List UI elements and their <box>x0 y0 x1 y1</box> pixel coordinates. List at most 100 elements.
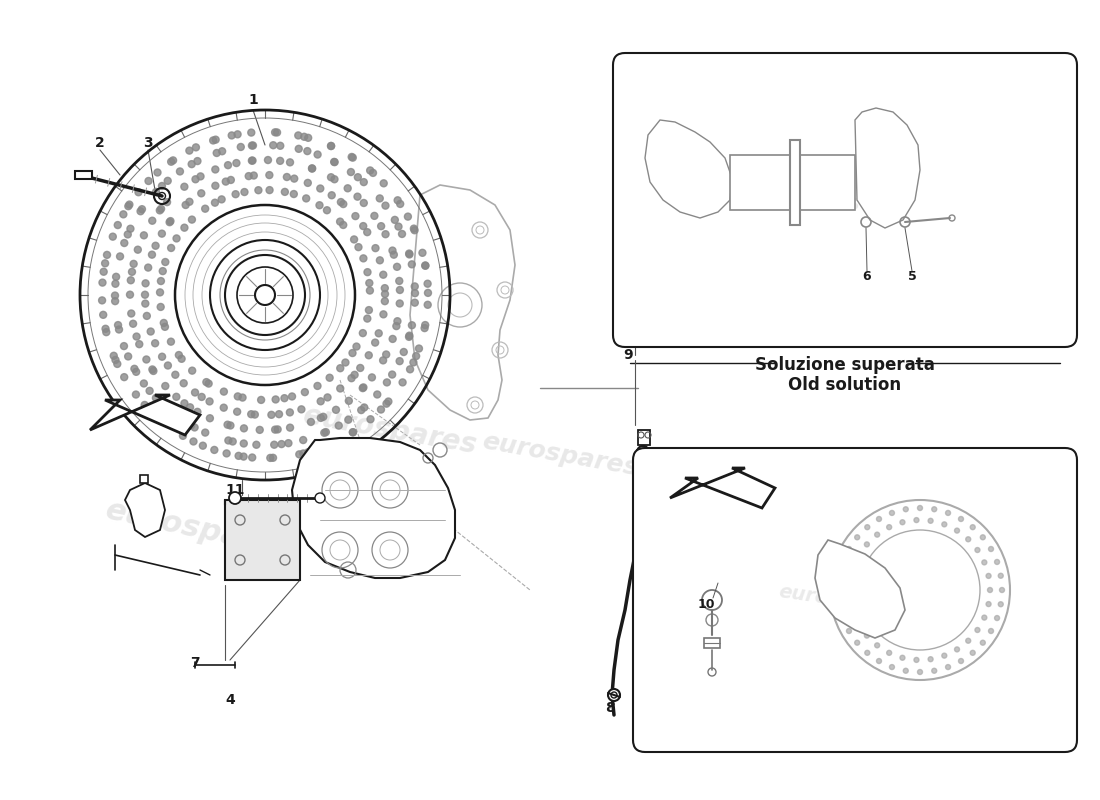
Polygon shape <box>670 468 776 508</box>
Circle shape <box>329 440 336 447</box>
Circle shape <box>112 274 120 280</box>
Circle shape <box>840 615 846 621</box>
Circle shape <box>315 493 324 503</box>
Circle shape <box>275 410 283 418</box>
Circle shape <box>158 354 166 360</box>
Circle shape <box>249 454 255 461</box>
Circle shape <box>245 173 252 180</box>
Circle shape <box>353 343 360 350</box>
Circle shape <box>406 332 412 339</box>
Circle shape <box>278 441 285 447</box>
Circle shape <box>982 615 987 620</box>
Circle shape <box>121 342 128 350</box>
Circle shape <box>850 609 856 614</box>
Circle shape <box>109 233 117 240</box>
Circle shape <box>207 414 213 422</box>
Circle shape <box>903 668 909 674</box>
Circle shape <box>287 424 294 431</box>
Text: eurospares: eurospares <box>301 401 478 459</box>
Circle shape <box>157 303 164 310</box>
Circle shape <box>877 517 881 522</box>
Circle shape <box>250 142 256 149</box>
Circle shape <box>282 188 288 195</box>
Circle shape <box>354 174 362 181</box>
Circle shape <box>161 319 167 326</box>
Circle shape <box>222 178 229 185</box>
Circle shape <box>364 315 371 322</box>
Circle shape <box>356 365 364 371</box>
Circle shape <box>376 257 384 264</box>
Circle shape <box>317 414 324 422</box>
Circle shape <box>955 528 959 533</box>
Circle shape <box>157 417 165 424</box>
Circle shape <box>405 213 411 220</box>
Circle shape <box>194 158 201 165</box>
Circle shape <box>422 262 429 270</box>
Circle shape <box>133 333 140 340</box>
Circle shape <box>180 380 187 386</box>
Circle shape <box>988 587 992 593</box>
Circle shape <box>100 268 107 275</box>
Text: 8: 8 <box>605 701 615 715</box>
Circle shape <box>102 326 109 332</box>
Polygon shape <box>815 540 905 638</box>
Circle shape <box>160 268 166 274</box>
Circle shape <box>114 222 121 229</box>
Circle shape <box>379 271 387 278</box>
Circle shape <box>212 182 219 190</box>
Circle shape <box>201 206 209 212</box>
Circle shape <box>389 335 396 342</box>
Circle shape <box>160 418 166 426</box>
Circle shape <box>286 159 294 166</box>
Circle shape <box>213 150 220 157</box>
Polygon shape <box>292 438 455 578</box>
Circle shape <box>914 658 918 662</box>
Circle shape <box>176 168 184 175</box>
Circle shape <box>914 518 918 522</box>
Circle shape <box>255 186 262 194</box>
Circle shape <box>989 546 993 551</box>
Circle shape <box>129 268 135 275</box>
Circle shape <box>249 157 256 164</box>
Circle shape <box>202 378 210 386</box>
Circle shape <box>316 202 323 209</box>
Circle shape <box>396 278 403 285</box>
Circle shape <box>227 422 234 429</box>
Circle shape <box>856 554 861 558</box>
Circle shape <box>188 216 196 223</box>
Circle shape <box>344 185 351 192</box>
Circle shape <box>358 406 365 414</box>
Circle shape <box>385 398 392 405</box>
Circle shape <box>194 408 201 415</box>
Circle shape <box>99 297 106 304</box>
Circle shape <box>847 629 851 634</box>
Circle shape <box>220 388 228 395</box>
Circle shape <box>131 366 138 372</box>
Circle shape <box>143 313 151 319</box>
Circle shape <box>148 251 155 258</box>
Circle shape <box>235 452 242 459</box>
Circle shape <box>284 174 290 181</box>
Circle shape <box>390 251 397 258</box>
Circle shape <box>307 418 315 426</box>
Circle shape <box>351 371 359 378</box>
Circle shape <box>114 322 121 329</box>
Circle shape <box>365 306 373 314</box>
Text: Old solution: Old solution <box>789 376 902 394</box>
Circle shape <box>361 199 367 206</box>
Circle shape <box>350 429 356 436</box>
Circle shape <box>206 398 213 405</box>
Circle shape <box>410 225 417 232</box>
Circle shape <box>360 384 367 391</box>
Polygon shape <box>638 430 650 445</box>
Circle shape <box>400 349 407 355</box>
Circle shape <box>326 374 333 382</box>
Text: 10: 10 <box>697 598 715 611</box>
Circle shape <box>383 400 390 407</box>
Circle shape <box>251 172 257 179</box>
Circle shape <box>421 325 428 331</box>
Circle shape <box>421 322 429 329</box>
Circle shape <box>372 245 379 252</box>
Circle shape <box>199 442 207 449</box>
Circle shape <box>637 446 649 458</box>
